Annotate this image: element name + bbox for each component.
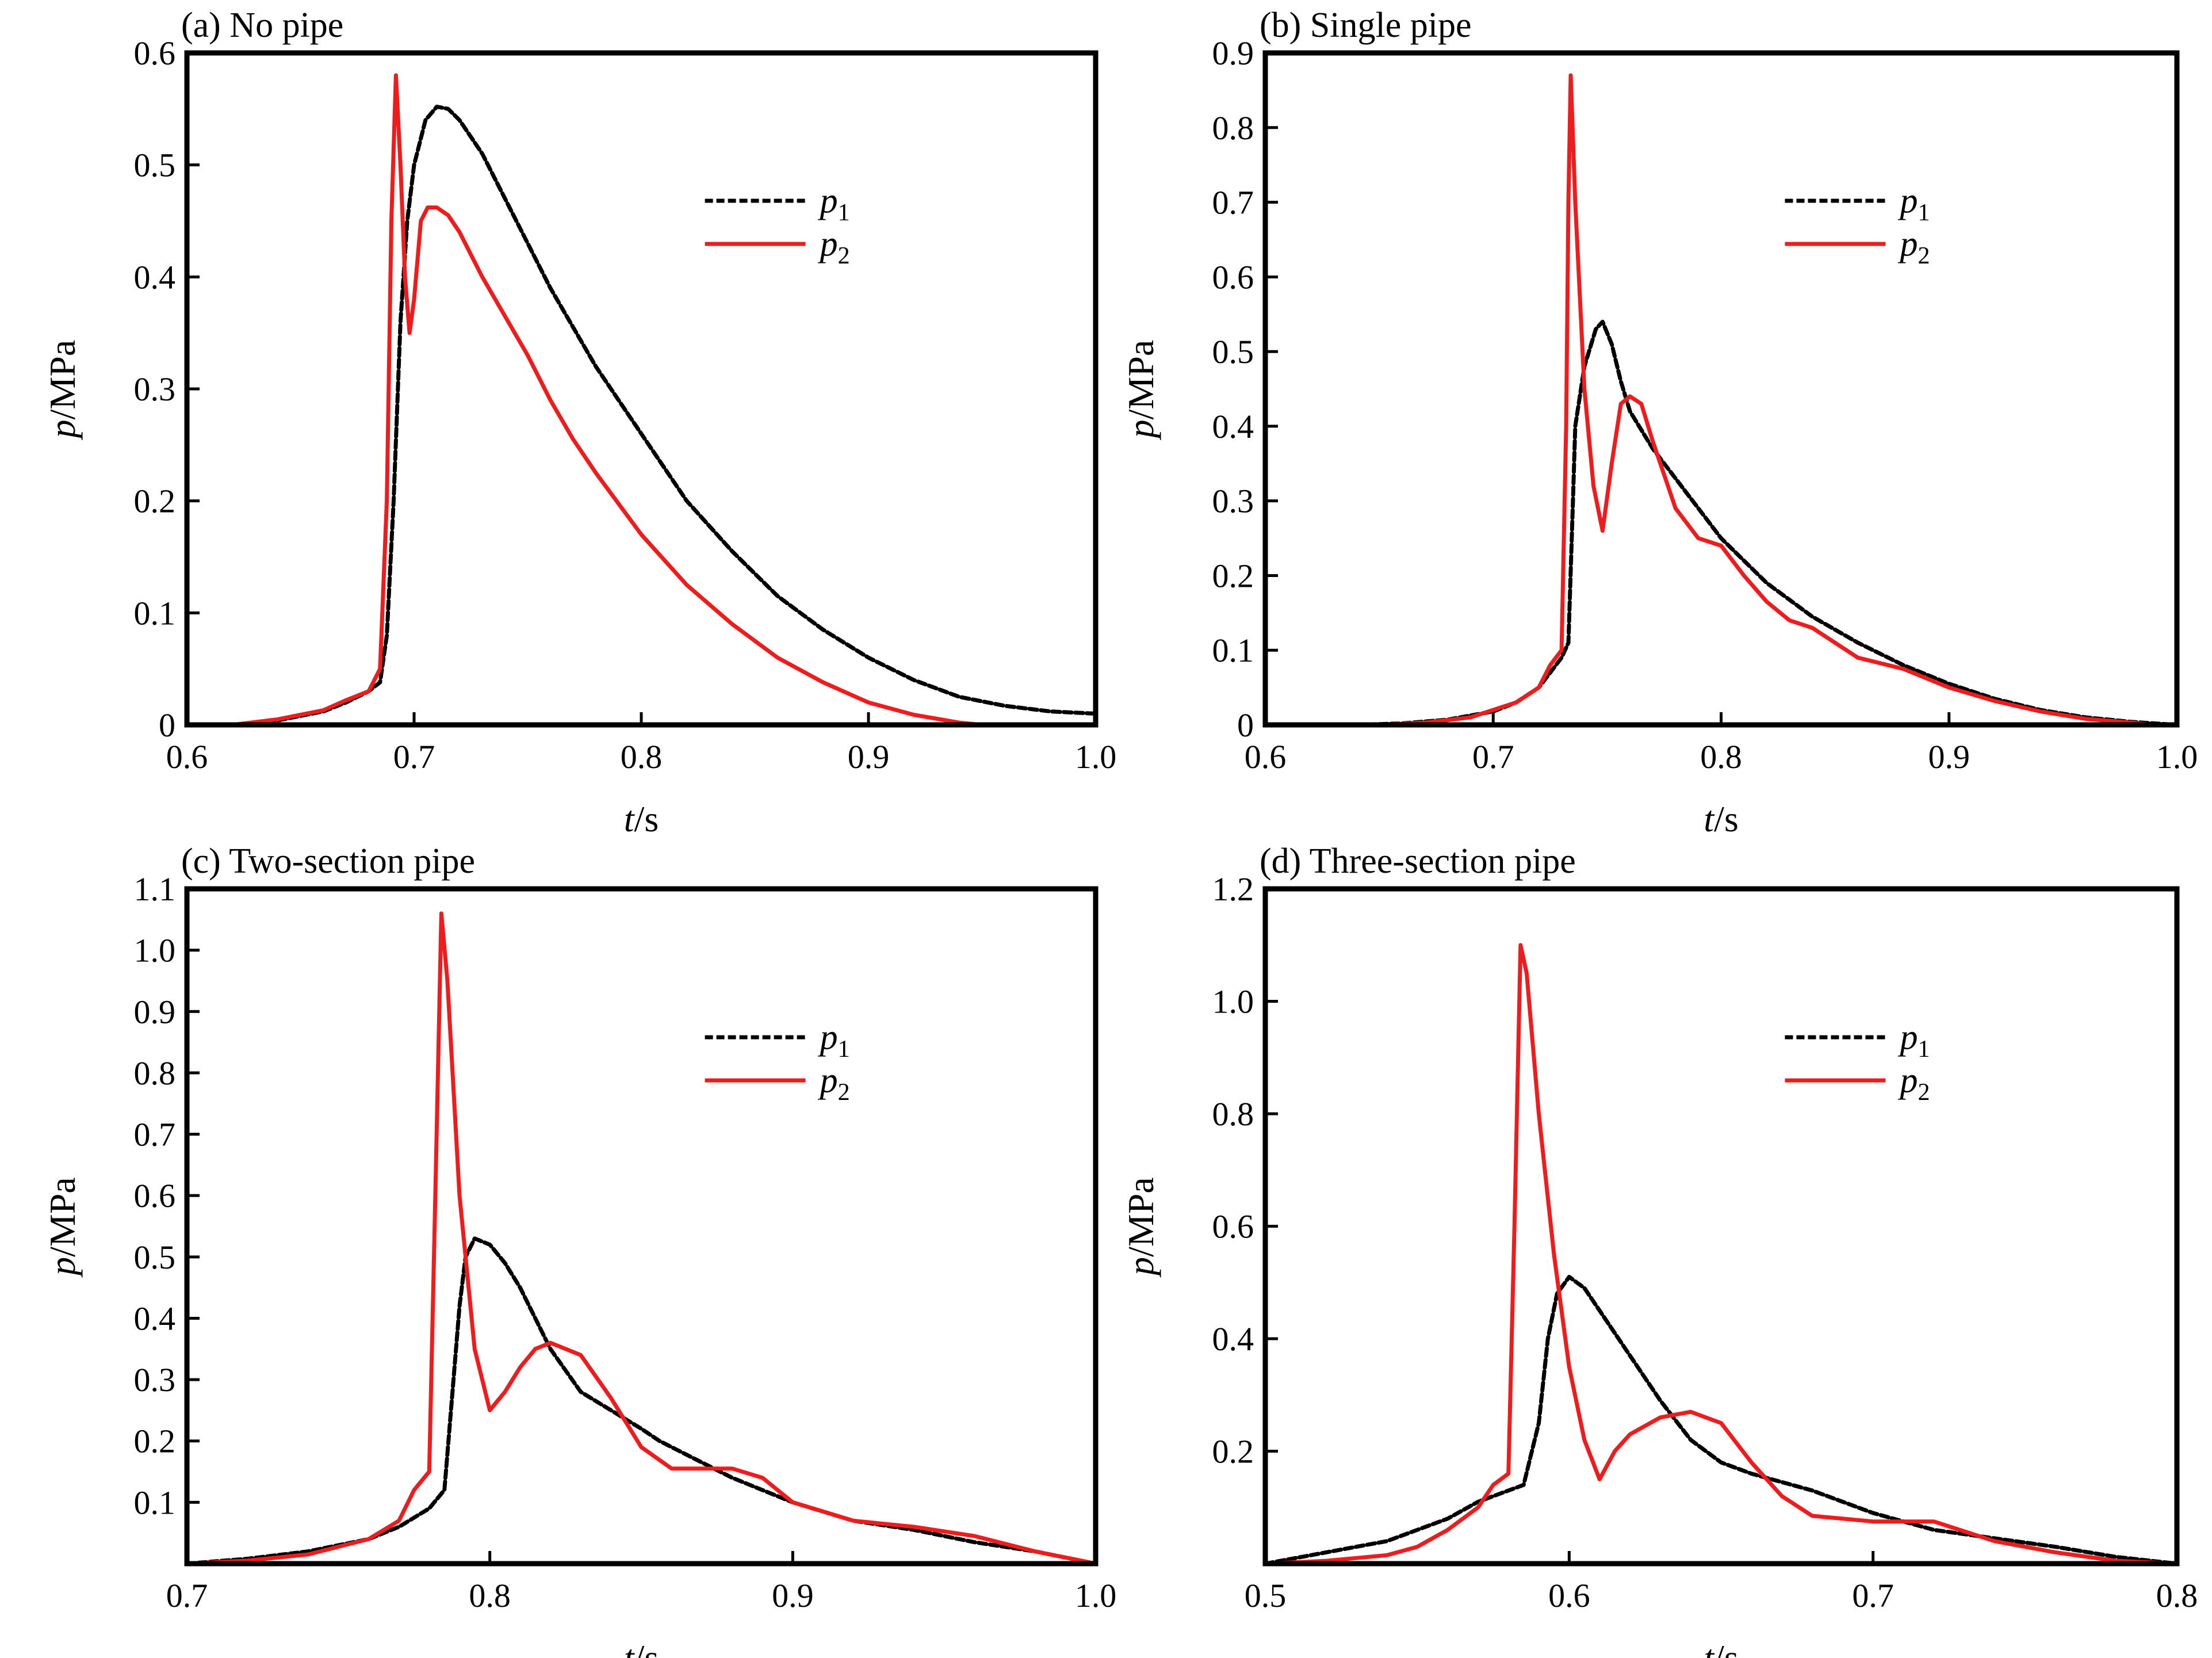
series-line-p1	[1265, 1275, 2177, 1564]
y-tick-label: 0.4	[134, 1300, 176, 1337]
y-axis-title: p/MPa	[1120, 340, 1161, 441]
x-axis-title: t/s	[624, 799, 659, 839]
x-tick-label: 1.0	[2156, 738, 2198, 775]
y-tick-label: 0.9	[134, 993, 176, 1030]
x-tick-label: 0.7	[166, 1577, 208, 1614]
y-tick-label: 0.6	[134, 35, 176, 72]
series-line-p2	[1265, 943, 2177, 1564]
plot-frame	[1262, 50, 2180, 728]
y-tick-label: 0.6	[134, 1177, 176, 1214]
legend-label-p1: p1	[1897, 1018, 1930, 1063]
series-line-p2	[1377, 73, 2156, 725]
y-tick-label: 0.2	[134, 1423, 176, 1460]
y-tick-label: 0.8	[134, 1055, 176, 1092]
x-axis-title: t/s	[1704, 799, 1738, 839]
legend-label-p2: p2	[818, 1061, 850, 1106]
y-tick-label: 0.4	[1212, 1320, 1254, 1358]
series-line-p1	[1354, 319, 2177, 725]
chart-panel-0: 0.6 0.7 0.8 0.9 1.000.10.20.30.40.50.6(a) No…	[42, 6, 1116, 839]
legend-label-p1: p1	[818, 1018, 850, 1063]
y-tick-label: 1.0	[134, 932, 176, 969]
x-tick-label: 0.8	[469, 1577, 511, 1614]
y-tick-label: 0.6	[1212, 258, 1254, 296]
panel-title: (a) No pipe	[181, 6, 343, 45]
series-line-p2	[230, 73, 984, 725]
panel-title: (d) Three-section pipe	[1260, 842, 1576, 881]
y-tick-label: 0.4	[1212, 408, 1254, 445]
legend-label-p1: p1	[818, 181, 850, 226]
chart-panel-3: 0.5 0.6 0.7 0.8 0.2 0.4 0.6 0.8 1.0 1.2(d) Three-…	[1120, 842, 2198, 1658]
y-tick-label: 0.5	[134, 1239, 176, 1276]
panel-title: (c) Two-section pipe	[181, 842, 475, 881]
y-tick-label: 0.3	[1212, 483, 1254, 520]
y-axis-title: p/MPa	[1120, 1177, 1161, 1278]
y-tick-label: 0.8	[1212, 1095, 1254, 1133]
y-tick-label: 0.1	[134, 594, 176, 632]
plot-frame	[184, 50, 1099, 728]
y-axis-title: p/MPa	[42, 340, 83, 441]
y-tick-label: 0.2	[134, 483, 176, 520]
x-tick-label: 0.9	[772, 1577, 814, 1614]
y-tick-label: 0.8	[1212, 109, 1254, 147]
y-tick-label: 0.2	[1212, 557, 1254, 594]
panel-title: (b) Single pipe	[1260, 6, 1472, 45]
y-tick-label: 0.1	[134, 1484, 176, 1521]
x-tick-label: 0.7	[1472, 738, 1514, 775]
y-tick-label: 0.9	[1212, 35, 1254, 72]
x-tick-label: 0.5	[1245, 1577, 1287, 1614]
x-tick-label: 1.0	[1075, 1577, 1117, 1614]
y-tick-label: 0.6	[1212, 1208, 1254, 1246]
y-tick-label: 0.2	[1212, 1433, 1254, 1470]
x-axis-title: t/s	[624, 1637, 659, 1658]
series-line-p1	[230, 104, 1096, 725]
y-tick-label: 0.7	[1212, 184, 1254, 221]
series-line-p1	[187, 1236, 1096, 1564]
series-line-p2	[187, 911, 1096, 1564]
y-tick-label: 0.4	[134, 258, 176, 296]
x-tick-label: 0.9	[1928, 738, 1970, 775]
y-tick-label: 0.5	[134, 147, 176, 184]
y-tick-label: 0.1	[1212, 632, 1254, 669]
y-tick-label: 0.5	[1212, 333, 1254, 370]
y-tick-label: 0.7	[134, 1116, 176, 1153]
y-tick-label: 0.3	[134, 1361, 176, 1399]
x-tick-label: 0.6	[1245, 738, 1287, 775]
legend-label-p2: p2	[1897, 224, 1930, 269]
x-tick-label: 0.8	[1700, 738, 1742, 775]
x-tick-label: 0.6	[166, 738, 208, 775]
plot-frame	[184, 886, 1099, 1567]
x-tick-label: 0.6	[1548, 1577, 1590, 1614]
x-tick-label: 0.9	[848, 738, 890, 775]
y-tick-label: 1.2	[1212, 870, 1254, 908]
x-tick-label: 0.7	[393, 738, 435, 775]
y-tick-label: 0	[1237, 706, 1254, 744]
legend-label-p2: p2	[1897, 1061, 1930, 1106]
legend-label-p1: p1	[1897, 181, 1930, 226]
x-tick-label: 0.8	[621, 738, 663, 775]
y-axis-title: p/MPa	[42, 1177, 83, 1278]
x-tick-label: 1.0	[1075, 738, 1117, 775]
chart-panel-1: 0.6 0.7 0.8 0.9 1.0 0 0.1 0.2 0.3 0.4 0.5 0.6 0.7 0.8…	[1120, 6, 2198, 839]
y-tick-label: 1.0	[1212, 983, 1254, 1021]
x-tick-label: 0.7	[1852, 1577, 1894, 1614]
chart-panel-2: 0.7 0.8 0.9 1.0 0.1 0.2 0.3 0.4 0.5 0.6 0.7 0.8 0.9 1…	[42, 842, 1116, 1658]
x-tick-label: 0.8	[2156, 1577, 2198, 1614]
y-tick-label: 0.3	[134, 370, 176, 408]
legend-label-p2: p2	[818, 224, 850, 269]
y-tick-label: 0	[159, 706, 175, 744]
y-tick-label: 1.1	[134, 870, 176, 908]
x-axis-title: t/s	[1704, 1637, 1738, 1658]
